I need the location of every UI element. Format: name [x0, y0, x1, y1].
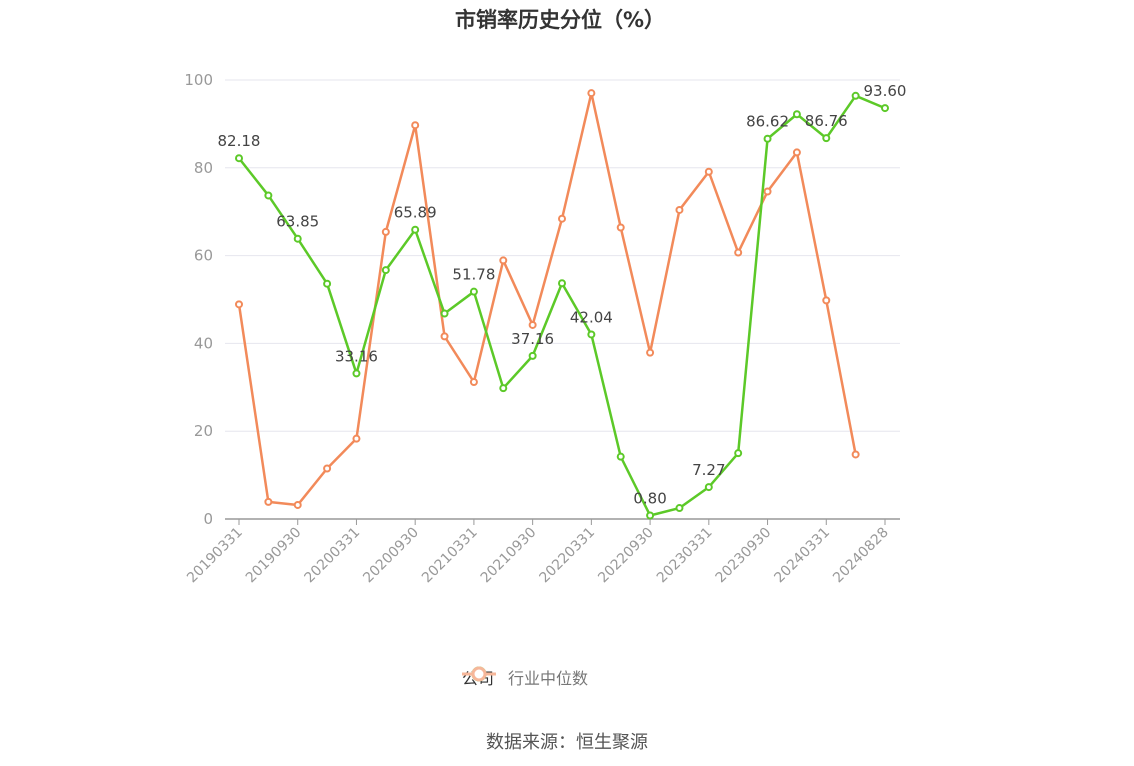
company-data-point: [323, 279, 332, 288]
company-data-point: [675, 504, 684, 513]
company-data-label: 63.85: [276, 213, 319, 231]
x-tick-label: 20220331: [536, 525, 598, 587]
legend: 公司 行业中位数: [462, 664, 602, 690]
industry-data-point: [675, 205, 684, 214]
industry-legend-icon: [462, 666, 496, 682]
industry-data-point: [528, 320, 537, 329]
industry-data-point: [411, 121, 420, 130]
company-data-point: [235, 154, 243, 163]
company-data-point: [528, 351, 537, 360]
legend-item-industry[interactable]: 行业中位数: [462, 665, 589, 689]
y-tick-label: 100: [184, 71, 213, 89]
company-data-label: 93.60: [864, 82, 907, 100]
company-data-point: [616, 452, 625, 461]
industry-data-point: [616, 223, 625, 232]
company-data-point: [293, 234, 302, 243]
company-data-point: [352, 369, 361, 378]
industry-data-point: [851, 450, 860, 459]
company-data-point: [822, 134, 831, 143]
x-tick-label: 20190930: [243, 525, 305, 587]
industry-data-point: [440, 332, 449, 341]
company-series-line: [238, 94, 886, 517]
industry-data-point: [264, 497, 273, 506]
industry-series-line: [237, 91, 857, 507]
company-data-point: [763, 134, 772, 143]
x-tick-label: 20230331: [654, 525, 716, 587]
company-data-point: [646, 511, 655, 520]
company-data-point: [381, 266, 390, 275]
company-data-label: 86.62: [746, 113, 789, 131]
company-data-point: [704, 483, 713, 492]
company-data-point: [264, 191, 273, 200]
y-tick-label: 60: [194, 247, 213, 265]
industry-data-point: [704, 167, 713, 176]
y-tick-label: 80: [194, 159, 213, 177]
chart-title: 市销率历史分位（%）: [454, 8, 666, 32]
company-data-label: 65.89: [394, 204, 437, 222]
x-tick-label: 20230930: [713, 525, 775, 587]
company-data-label: 42.04: [570, 308, 613, 326]
industry-data-point: [734, 248, 743, 257]
industry-data-point: [293, 500, 302, 509]
company-data-point: [469, 287, 478, 296]
industry-data-point: [323, 464, 332, 473]
company-data-label: 86.76: [805, 112, 848, 130]
industry-data-point: [381, 227, 390, 236]
company-data-point: [792, 110, 801, 119]
company-data-point: [734, 449, 743, 458]
company-data-label: 33.16: [335, 347, 378, 365]
industry-data-point: [587, 89, 596, 98]
company-data-point: [411, 225, 420, 234]
industry-data-point: [822, 296, 831, 305]
x-tick-label: 20210331: [419, 525, 481, 587]
industry-data-point: [792, 148, 801, 157]
legend-label-industry: 行业中位数: [508, 669, 589, 688]
y-tick-label: 40: [194, 334, 213, 352]
company-data-point: [881, 104, 889, 113]
industry-data-point: [352, 434, 361, 443]
industry-data-point: [469, 378, 478, 387]
industry-data-point: [763, 187, 772, 196]
y-tick-label: 20: [194, 422, 213, 440]
company-data-point: [558, 279, 566, 288]
industry-data-point: [558, 214, 566, 223]
x-tick-label: 20240828: [830, 525, 892, 587]
company-data-label: 82.18: [218, 132, 261, 150]
company-data-point: [851, 91, 860, 100]
industry-data-point: [235, 300, 243, 309]
x-tick-label: 20210930: [478, 525, 540, 587]
company-data-point: [499, 384, 508, 393]
company-data-label: 37.16: [511, 330, 554, 348]
company-data-label: 7.27: [692, 461, 725, 479]
industry-data-point: [499, 256, 508, 265]
x-tick-label: 20240331: [771, 525, 833, 587]
x-tick-label: 20190331: [184, 525, 246, 587]
x-tick-label: 20200331: [302, 525, 364, 587]
x-tick-label: 20200930: [360, 525, 422, 587]
company-data-label: 0.80: [633, 489, 666, 507]
y-tick-label: 0: [203, 510, 213, 528]
x-tick-label: 20220930: [595, 525, 657, 587]
industry-data-point: [646, 348, 655, 357]
data-source: 数据来源：恒生聚源: [486, 732, 648, 753]
company-data-label: 51.78: [452, 266, 495, 284]
company-data-point: [440, 309, 449, 318]
company-data-point: [587, 330, 596, 339]
